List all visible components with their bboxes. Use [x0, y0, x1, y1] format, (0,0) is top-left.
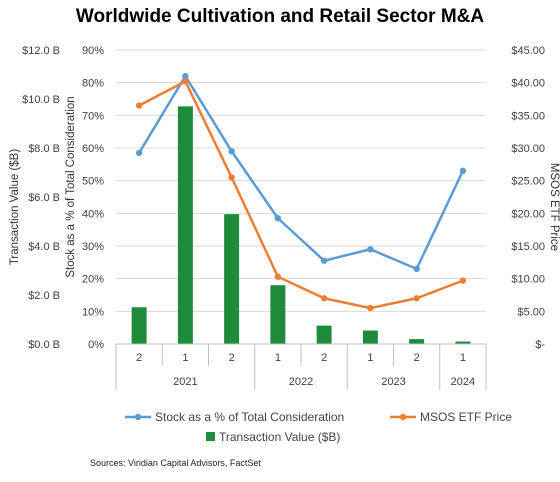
left-inner-tick-label: 90%: [82, 45, 104, 57]
bar: [270, 285, 286, 344]
series-line: [138, 79, 464, 310]
group-tick-label: 2024: [451, 376, 475, 388]
bar: [455, 341, 471, 344]
data-point: [182, 72, 189, 80]
right-tick-label: $15.00: [511, 241, 545, 253]
legend-label: Stock as a % of Total Consideration: [155, 410, 344, 424]
bar: [316, 325, 332, 344]
legend-bar-swatch: [206, 432, 215, 441]
left-inner-tick-label: 40%: [82, 208, 104, 220]
left-outer-tick-label: $4.0 B: [28, 241, 60, 253]
series-line: [138, 73, 465, 271]
legend-marker: [399, 413, 407, 421]
data-point: [182, 78, 189, 85]
group-tick-label: 2021: [173, 376, 197, 388]
category-tick-label: 2: [229, 352, 235, 364]
bar: [177, 106, 193, 344]
category-tick-label: 1: [275, 352, 281, 364]
left-inner-tick-label: 10%: [82, 306, 104, 318]
category-tick-label: 1: [182, 352, 188, 364]
category-tick-label: 1: [460, 352, 466, 364]
right-tick-label: $45.00: [511, 45, 545, 57]
category-tick-label: 2: [136, 352, 142, 364]
data-point: [228, 174, 235, 181]
left-inner-tick-label: 0%: [88, 339, 104, 351]
left-inner-axis-title: Stock as a % of Total Consideration: [65, 96, 77, 277]
left-inner-tick-label: 80%: [82, 78, 104, 90]
data-point: [459, 167, 467, 175]
data-point: [320, 257, 328, 264]
right-tick-label: $-: [535, 339, 545, 351]
bar: [131, 307, 147, 344]
data-point: [413, 295, 420, 302]
right-tick-label: $5.00: [517, 306, 545, 318]
data-point: [228, 148, 235, 155]
category-tick-label: 1: [367, 352, 373, 364]
legend-label: MSOS ETF Price: [420, 410, 512, 424]
bar: [224, 214, 240, 344]
right-tick-label: $40.00: [511, 78, 545, 90]
source-note: Sources: Viridian Capital Advisors, Fact…: [90, 458, 261, 468]
data-point: [367, 246, 374, 253]
legend-marker: [134, 413, 142, 421]
chart-title: Worldwide Cultivation and Retail Sector …: [75, 6, 485, 27]
right-tick-label: $35.00: [511, 110, 545, 122]
group-tick-label: 2022: [289, 376, 313, 388]
right-tick-label: $10.00: [511, 274, 545, 286]
data-point: [459, 277, 467, 284]
data-point: [135, 149, 143, 157]
left-inner-tick-label: 70%: [82, 110, 104, 122]
data-point: [367, 304, 374, 312]
data-point: [413, 265, 420, 273]
right-axis-title: MSOS ETF Price: [548, 163, 560, 251]
data-point: [135, 102, 143, 109]
bar: [409, 339, 425, 344]
left-outer-tick-label: $10.0 B: [22, 94, 60, 106]
data-point: [274, 215, 282, 222]
left-outer-tick-label: $8.0 B: [28, 143, 60, 155]
left-outer-tick-label: $12.0 B: [22, 45, 60, 57]
left-inner-tick-label: 20%: [82, 274, 104, 286]
data-point: [320, 295, 328, 302]
data-point: [274, 273, 282, 280]
left-outer-tick-label: $6.0 B: [28, 192, 60, 204]
left-inner-tick-label: 50%: [82, 176, 104, 188]
left-outer-tick-label: $2.0 B: [28, 290, 60, 302]
left-inner-tick-label: 30%: [82, 241, 104, 253]
group-tick-label: 2023: [381, 376, 405, 388]
left-outer-tick-label: $0.0 B: [28, 339, 60, 351]
left-inner-tick-label: 60%: [82, 143, 104, 155]
bar: [362, 330, 378, 344]
right-tick-label: $25.00: [511, 176, 545, 188]
right-tick-label: $20.00: [511, 208, 545, 220]
legend-label: Transaction Value ($B): [219, 430, 340, 444]
left-outer-axis-title: Transaction Value ($B): [9, 149, 21, 266]
category-tick-label: 2: [321, 352, 327, 364]
category-tick-label: 2: [414, 352, 420, 364]
right-tick-label: $30.00: [511, 143, 545, 155]
